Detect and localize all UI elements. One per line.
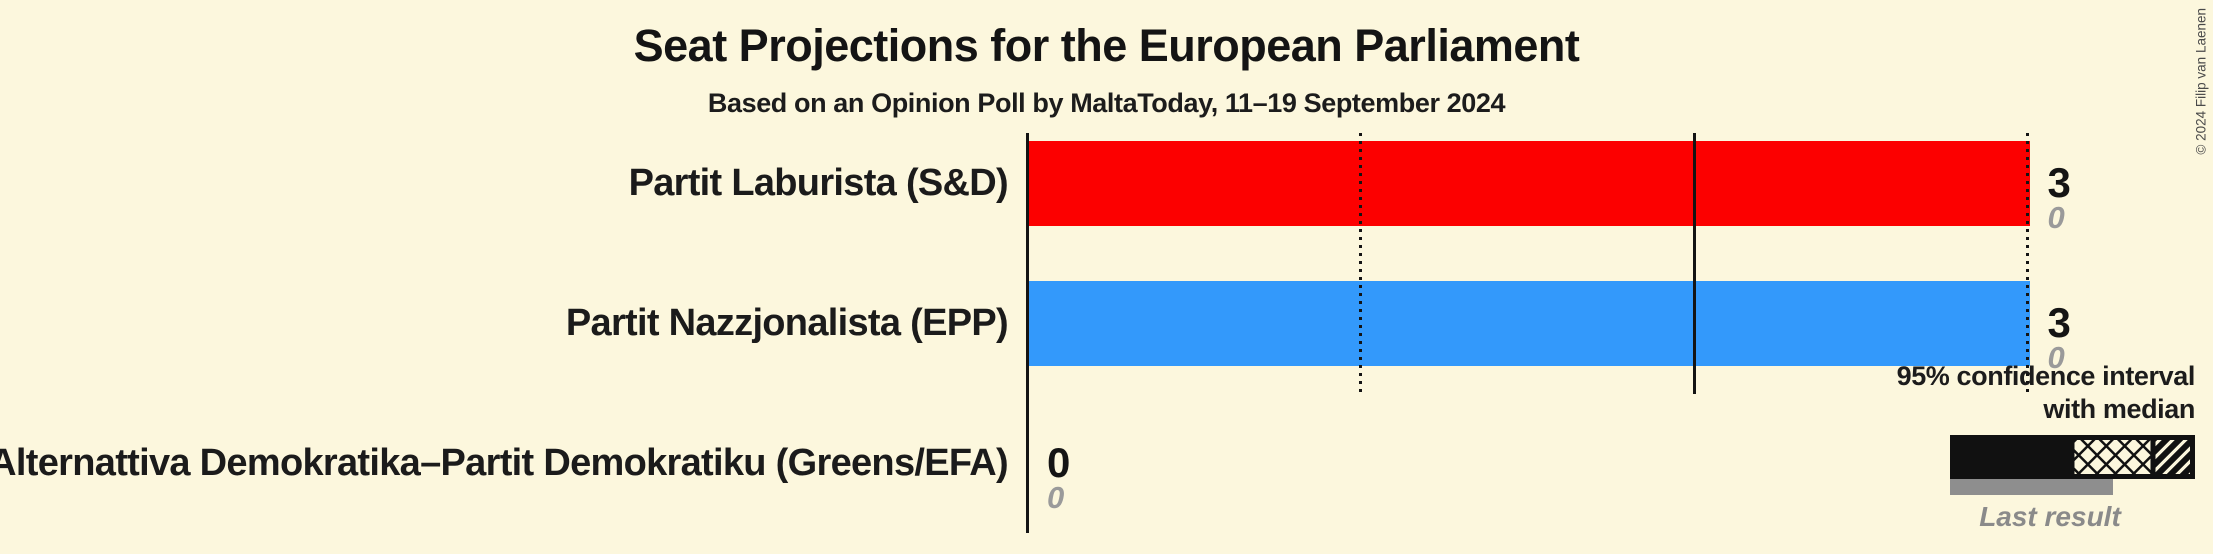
legend-confidence-line1: 95% confidence interval: [1896, 361, 2196, 391]
legend-solid-section: [1950, 435, 2072, 479]
legend-confidence-line2: with median: [2043, 394, 2195, 424]
last-result-legend-label: Last result: [1979, 501, 2121, 532]
legend-diagonal-section: [2150, 435, 2195, 479]
party-label-partit-laburista: Partit Laburista (S&D): [628, 162, 1009, 204]
y-axis-line: [1026, 133, 1029, 533]
party-label-partit-nazzjonalista: Partit Nazzjonalista (EPP): [565, 302, 1009, 344]
bar-partit-nazzjonalista: [1029, 281, 2030, 366]
last-result-value: 0: [1047, 480, 1065, 515]
chart-subtitle: Based on an Opinion Poll by MaltaToday, …: [707, 88, 1506, 118]
confidence-interval-legend-swatch: [1950, 435, 2195, 479]
chart-title: Seat Projections for the European Parlia…: [633, 20, 1580, 71]
legend-confidence-label: 95% confidence interval with median: [1595, 360, 2196, 426]
last-result-legend-swatch: [1950, 479, 2113, 495]
party-label-alternattiva-demokratika: Alternattiva Demokratika–Partit Demokrat…: [0, 442, 1009, 484]
median-seats-value: 0: [1047, 439, 1071, 486]
median-seats-value: 3: [2047, 159, 2071, 206]
last-result-value: 0: [2047, 340, 2065, 375]
copyright-note: © 2024 Filip van Laenen: [2194, 8, 2209, 155]
median-seats-value: 3: [2047, 299, 2071, 346]
gridline-1: [1359, 133, 1362, 394]
gridline-3: [2026, 133, 2029, 394]
gridline-2: [1692, 133, 1696, 394]
last-result-value: 0: [2047, 200, 2065, 235]
bar-partit-laburista: [1029, 141, 2030, 226]
legend-crosshatch-section: [2069, 435, 2156, 479]
